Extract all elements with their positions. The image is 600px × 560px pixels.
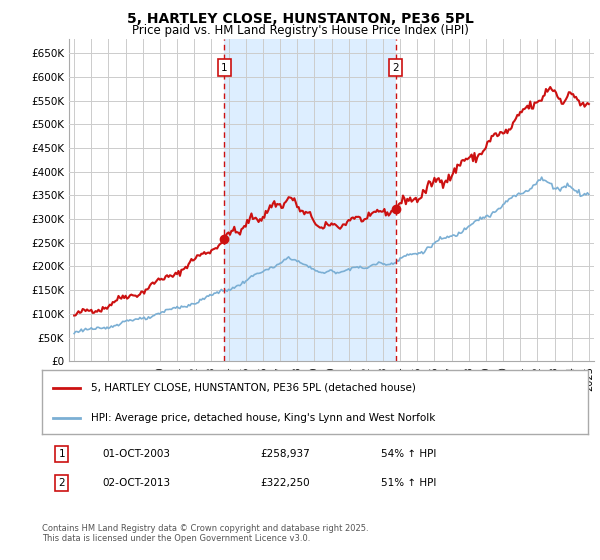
Bar (224, 39, 396, 361)
Text: 02-OCT-2013: 02-OCT-2013 (102, 478, 170, 488)
Text: 51% ↑ HPI: 51% ↑ HPI (380, 478, 436, 488)
Text: 01-OCT-2003: 01-OCT-2003 (102, 449, 170, 459)
Text: 54% ↑ HPI: 54% ↑ HPI (380, 449, 436, 459)
Text: 2: 2 (58, 478, 65, 488)
Text: 5, HARTLEY CLOSE, HUNSTANTON, PE36 5PL (detached house): 5, HARTLEY CLOSE, HUNSTANTON, PE36 5PL (… (91, 382, 416, 393)
Text: Contains HM Land Registry data © Crown copyright and database right 2025.
This d: Contains HM Land Registry data © Crown c… (42, 524, 368, 543)
Text: £258,937: £258,937 (260, 449, 310, 459)
Text: 5, HARTLEY CLOSE, HUNSTANTON, PE36 5PL: 5, HARTLEY CLOSE, HUNSTANTON, PE36 5PL (127, 12, 473, 26)
Text: 1: 1 (221, 63, 227, 73)
Text: 2: 2 (392, 63, 399, 73)
Text: HPI: Average price, detached house, King's Lynn and West Norfolk: HPI: Average price, detached house, King… (91, 413, 436, 423)
Text: £322,250: £322,250 (260, 478, 310, 488)
Text: Price paid vs. HM Land Registry's House Price Index (HPI): Price paid vs. HM Land Registry's House … (131, 24, 469, 36)
Text: 1: 1 (58, 449, 65, 459)
